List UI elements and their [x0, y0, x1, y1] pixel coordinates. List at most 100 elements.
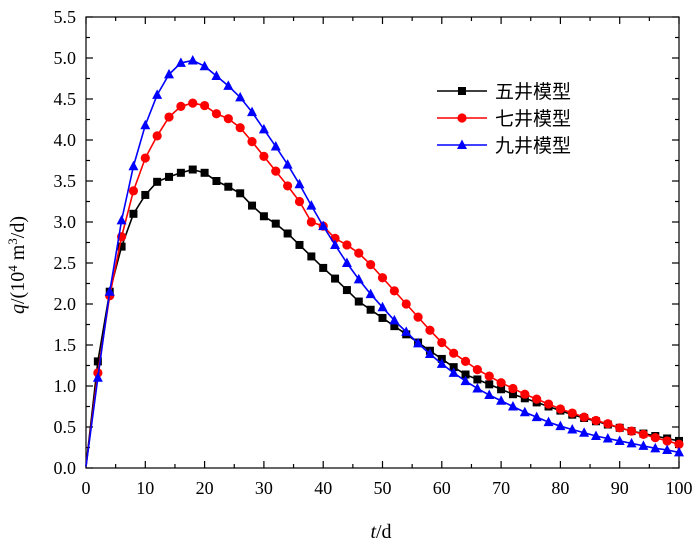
data-point-seven-well: [401, 299, 411, 309]
data-point-nine-well: [531, 411, 542, 422]
y-axis-title-sup2: 3: [5, 238, 20, 245]
data-point-five-well: [212, 177, 221, 185]
data-point-nine-well: [413, 337, 424, 348]
data-point-nine-well: [365, 288, 376, 299]
legend-label: 七井模型: [495, 108, 571, 130]
data-point-nine-well: [187, 54, 198, 65]
data-point-seven-well: [271, 166, 281, 176]
y-tick-label: 5.0: [54, 48, 77, 68]
y-axis-title-open: /(10: [7, 272, 29, 304]
data-point-five-well: [153, 177, 162, 186]
data-point-seven-well: [164, 112, 174, 122]
data-point-seven-well: [188, 98, 198, 108]
data-point-nine-well: [164, 68, 175, 79]
data-point-nine-well: [590, 430, 601, 441]
data-point-nine-well: [662, 444, 673, 454]
data-point-five-well: [390, 322, 399, 331]
data-point-five-well: [236, 189, 245, 198]
data-point-seven-well: [543, 399, 554, 409]
y-axis-title: q/(104 m3/d): [5, 216, 30, 314]
x-tick-label: 40: [314, 478, 332, 498]
data-point-five-well: [354, 297, 363, 306]
y-tick-label: 3.0: [54, 212, 77, 232]
data-point-five-well: [283, 229, 292, 238]
data-point-nine-well: [199, 60, 210, 71]
data-point-nine-well: [92, 372, 103, 382]
data-point-seven-well: [674, 439, 684, 449]
data-point-nine-well: [674, 446, 684, 457]
series-nine-well: [85, 54, 684, 467]
data-point-nine-well: [211, 70, 222, 81]
x-tick-label: 90: [611, 478, 629, 498]
x-axis-title: t/d: [370, 521, 391, 543]
x-axis-title-unit: /d: [376, 521, 392, 543]
data-point-seven-well: [128, 186, 139, 196]
x-tick-label: 50: [374, 478, 392, 498]
legend-marker: [457, 139, 467, 149]
data-point-seven-well: [389, 286, 399, 296]
y-axis-title-close: /d): [7, 216, 29, 238]
data-point-nine-well: [484, 389, 495, 400]
data-point-seven-well: [460, 356, 471, 366]
data-point-seven-well: [662, 436, 672, 446]
data-point-five-well: [129, 209, 138, 218]
data-point-nine-well: [341, 257, 352, 267]
y-tick-label: 1.0: [54, 376, 77, 396]
data-point-seven-well: [413, 312, 423, 322]
data-point-seven-well: [211, 109, 222, 119]
plot-border: [85, 16, 680, 469]
data-point-five-well: [342, 286, 351, 295]
legend-label: 五井模型: [495, 81, 571, 103]
series-layer: [85, 54, 684, 467]
x-axis-title-var: t: [370, 521, 376, 543]
y-tick-label: 0.0: [54, 458, 77, 478]
legend-item-seven-well: 七井模型: [437, 108, 571, 130]
data-point-nine-well: [496, 395, 507, 405]
y-tick-label: 2.5: [54, 253, 77, 273]
data-point-seven-well: [437, 337, 447, 348]
data-point-nine-well: [258, 123, 269, 134]
data-point-nine-well: [104, 286, 115, 296]
data-point-seven-well: [306, 217, 316, 227]
data-point-five-well: [473, 375, 482, 384]
data-point-seven-well: [472, 365, 482, 375]
legend-item-nine-well: 九井模型: [437, 135, 571, 157]
data-point-seven-well: [567, 408, 577, 418]
data-point-five-well: [366, 305, 375, 314]
data-point-seven-well: [650, 433, 660, 443]
data-point-nine-well: [401, 326, 412, 336]
data-point-seven-well: [449, 348, 459, 358]
data-point-nine-well: [128, 160, 139, 171]
y-axis-title-sup1: 4: [5, 265, 20, 272]
data-point-seven-well: [342, 240, 352, 250]
data-point-seven-well: [366, 260, 376, 270]
x-tick-label: 10: [136, 478, 154, 498]
legend-item-five-well: 五井模型: [437, 81, 571, 103]
data-point-nine-well: [460, 375, 471, 386]
data-point-seven-well: [294, 196, 305, 207]
data-point-nine-well: [330, 239, 341, 249]
data-point-five-well: [295, 240, 304, 249]
data-point-five-well: [165, 172, 174, 181]
data-point-nine-well: [140, 119, 151, 130]
data-point-five-well: [497, 385, 506, 394]
y-tick-label: 0.5: [54, 417, 77, 437]
data-point-nine-well: [626, 437, 637, 448]
axis-ticks: 0 10 20 30 40 50 60 70 80 90 100 0.0 0.5 1.0 1.5 2.0 2.5…: [54, 7, 693, 498]
data-point-five-well: [141, 190, 150, 199]
data-point-seven-well: [496, 378, 506, 388]
plot-frame: [85, 16, 680, 469]
data-point-five-well: [449, 363, 458, 372]
data-point-nine-well: [294, 178, 305, 189]
data-point-nine-well: [152, 89, 163, 99]
x-tick-label: 100: [666, 478, 693, 498]
data-point-nine-well: [448, 367, 459, 377]
data-point-nine-well: [353, 273, 364, 284]
data-point-seven-well: [591, 415, 601, 426]
x-tick-label: 0: [82, 478, 91, 498]
data-point-nine-well: [424, 348, 435, 359]
series-line-seven-well: [85, 102, 680, 467]
x-tick-label: 80: [551, 478, 569, 498]
